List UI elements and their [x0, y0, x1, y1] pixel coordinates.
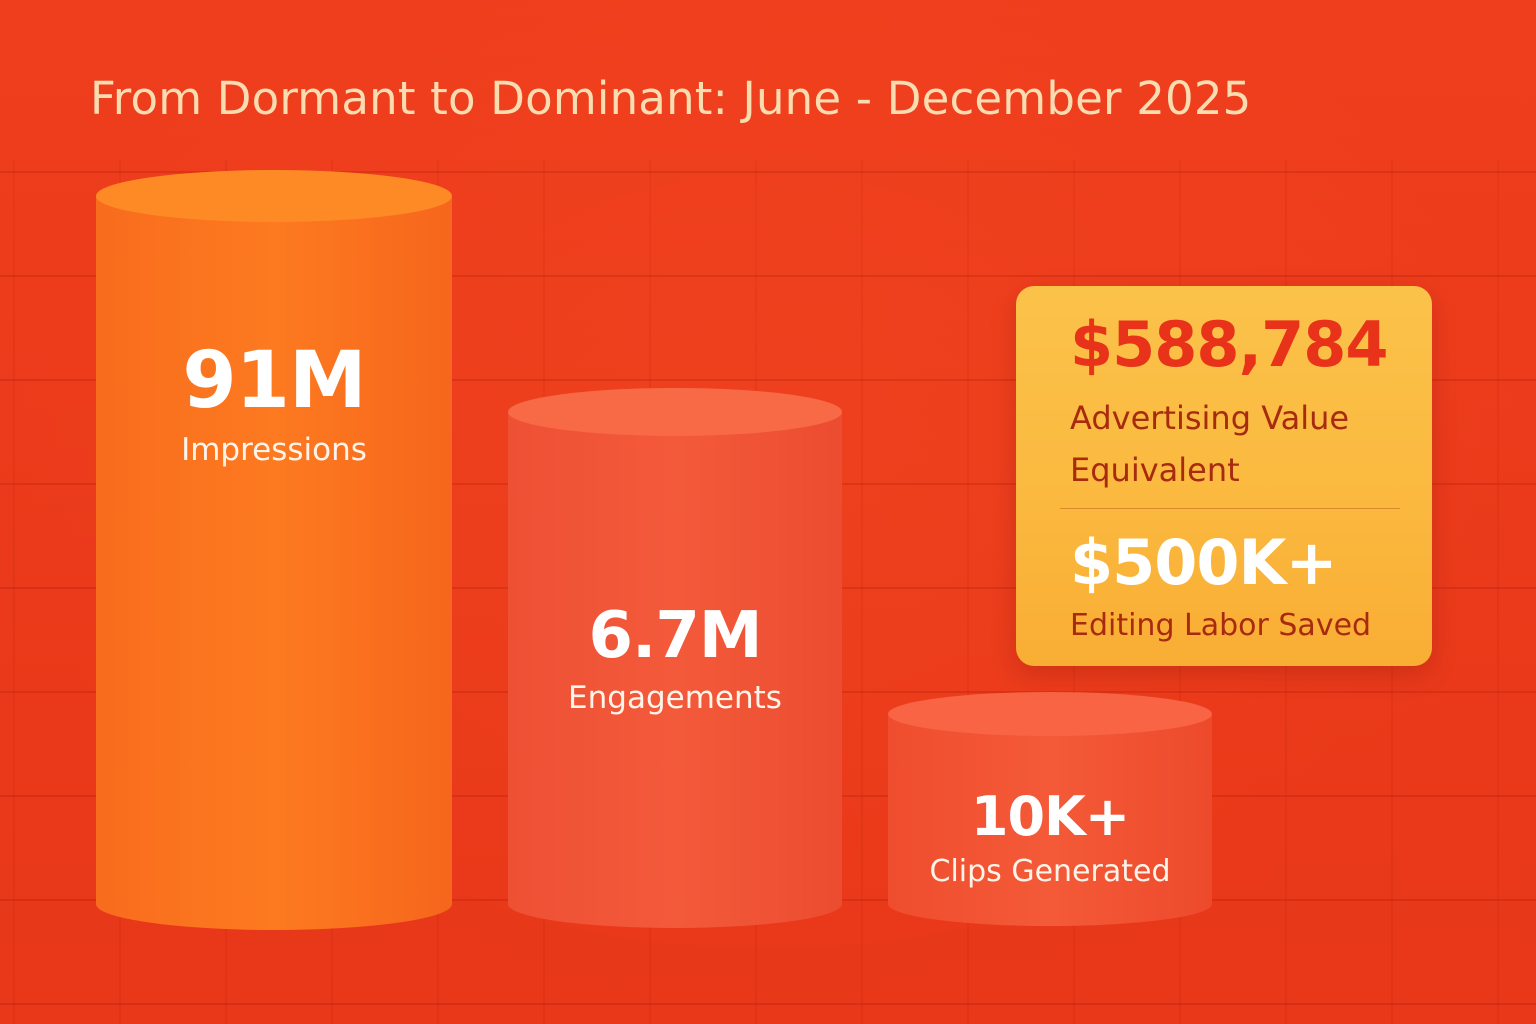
bar-label-clips-generated: Clips Generated: [929, 854, 1171, 889]
labor-saved-amount: $500K+: [1070, 526, 1338, 599]
bar-value-engagements: 6.7M: [588, 599, 762, 673]
bar-value-impressions: 91M: [182, 336, 366, 426]
advertising-value-label: Advertising Value Equivalent: [1070, 399, 1350, 489]
bar-top-engagements: [508, 387, 842, 436]
card-divider: [1060, 508, 1400, 509]
bar-top-impressions: [96, 170, 452, 222]
bar-label-engagements: Engagements: [568, 680, 782, 716]
bar-engagements: [508, 387, 842, 928]
bar-text-clips-generated: 10K+ Clips Generated: [888, 785, 1212, 890]
bar-body-impressions: [96, 196, 452, 930]
bar-label-impressions: Impressions: [181, 432, 367, 468]
bar-text-impressions: 91M Impressions: [96, 342, 452, 468]
bar-body-clips-generated: [888, 714, 1212, 926]
bar-top-clips-generated: [888, 692, 1212, 736]
bar-body-engagements: [508, 411, 842, 928]
bar-clips-generated: [888, 692, 1212, 926]
bar-value-clips-generated: 10K+: [970, 785, 1130, 848]
advertising-value-amount: $588,784: [1070, 308, 1389, 381]
value-callout-card: $588,784 Advertising Value Equivalent $5…: [1016, 286, 1432, 666]
labor-saved-label: Editing Labor Saved: [1070, 608, 1372, 643]
chart-title: From Dormant to Dominant: June - Decembe…: [90, 72, 1252, 125]
bar-impressions: [96, 170, 452, 930]
bar-text-engagements: 6.7M Engagements: [508, 604, 842, 716]
